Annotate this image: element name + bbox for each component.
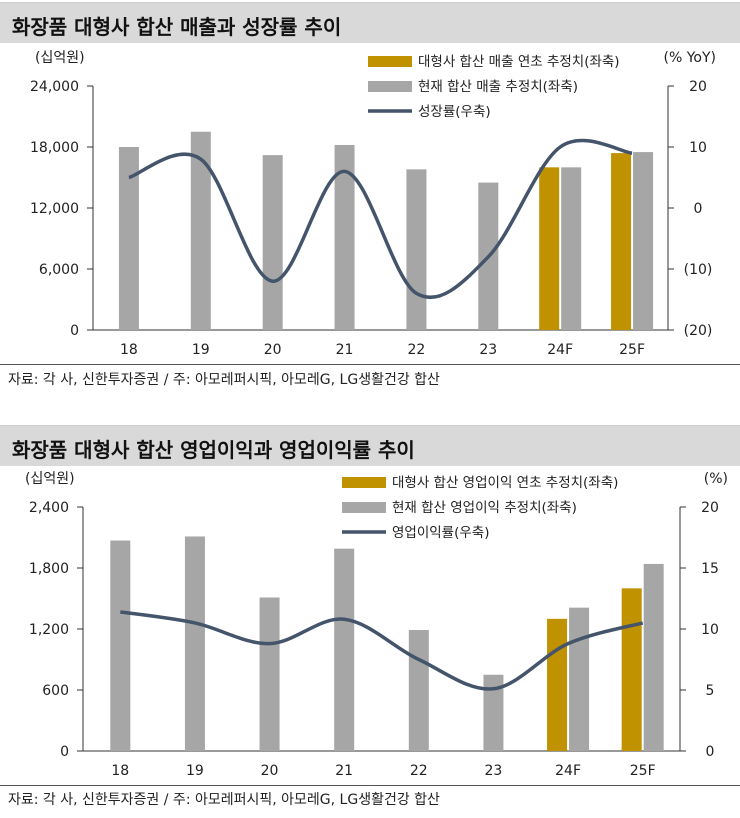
chart-1-bar-current bbox=[561, 167, 582, 330]
chart-2-legend-label-line: 영업이익률(우축) bbox=[392, 525, 489, 541]
chart-1-source: 자료: 각 사, 신한투자증권 / 주: 아모레퍼시픽, 아모레G, LG생활건… bbox=[8, 372, 440, 388]
chart-1-bar-current bbox=[118, 147, 139, 330]
chart-1-title-bar: 화장품 대형사 합산 매출과 성장률 추이 bbox=[0, 2, 740, 43]
chart-2-left-unit: (십억원) bbox=[25, 471, 75, 487]
chart-2-right-unit: (%) bbox=[704, 471, 728, 487]
chart-1-category-label: 20 bbox=[264, 342, 282, 358]
chart-2-source-divider bbox=[0, 785, 740, 786]
chart-2-bar-current bbox=[184, 536, 205, 751]
chart-1-line-series bbox=[128, 138, 633, 300]
chart-2-category-label: 18 bbox=[111, 763, 129, 779]
chart-1-legend-swatch-initial bbox=[368, 56, 412, 67]
chart-1-category-label: 25F bbox=[619, 342, 645, 358]
chart-2-bar-current bbox=[643, 563, 664, 751]
chart-1-left-unit: (십억원) bbox=[35, 50, 85, 66]
chart-2-left-tick-label: 0 bbox=[60, 744, 69, 760]
chart-2-bar-current bbox=[408, 630, 429, 751]
chart-2-bar-initial bbox=[621, 588, 642, 751]
chart-1-left-tick-label: 18,000 bbox=[30, 140, 79, 156]
chart-2-right-tick-label: 10 bbox=[701, 622, 719, 638]
chart-2-bar-current bbox=[483, 674, 504, 751]
chart-2-category-label: 22 bbox=[410, 763, 428, 779]
chart-2-bar-current bbox=[334, 548, 355, 751]
chart-1-title: 화장품 대형사 합산 매출과 성장률 추이 bbox=[12, 15, 342, 39]
chart-1-source-divider bbox=[0, 364, 740, 365]
chart-1-category-label: 22 bbox=[408, 342, 426, 358]
chart-1-category-label: 24F bbox=[547, 342, 573, 358]
chart-2-left-tick-label: 1,200 bbox=[29, 622, 69, 638]
chart-1-bar-current bbox=[262, 155, 283, 330]
chart-2-category-label: 19 bbox=[186, 763, 204, 779]
chart-2-bar-current bbox=[569, 607, 590, 751]
chart-1-category-label: 23 bbox=[479, 342, 497, 358]
chart-2-category-label: 23 bbox=[485, 763, 503, 779]
chart-2-legend-label-initial: 대형사 합산 영업이익 연초 추정치(좌축) bbox=[392, 475, 618, 491]
chart-1-right-tick-label: 10 bbox=[689, 140, 707, 156]
chart-1-right-tick-label: 0 bbox=[694, 201, 703, 217]
chart-1-legend-label-initial: 대형사 합산 매출 연초 추정치(좌축) bbox=[418, 54, 620, 70]
chart-2-title: 화장품 대형사 합산 영업이익과 영업이익률 추이 bbox=[12, 438, 415, 462]
chart-1-bar-initial bbox=[611, 153, 632, 330]
chart-1-bar-initial bbox=[539, 167, 560, 330]
chart-2-legend-swatch-initial bbox=[342, 477, 386, 488]
chart-2-title-bar: 화장품 대형사 합산 영업이익과 영업이익률 추이 bbox=[0, 425, 740, 466]
chart-2-left-tick-label: 2,400 bbox=[29, 500, 69, 516]
chart-2-source: 자료: 각 사, 신한투자증권 / 주: 아모레퍼시픽, 아모레G, LG생활건… bbox=[8, 792, 440, 808]
chart-1-bar-current bbox=[633, 152, 654, 330]
chart-2-category-label: 21 bbox=[335, 763, 353, 779]
chart-1-left-tick-label: 6,000 bbox=[39, 262, 79, 278]
chart-1-bar-current bbox=[406, 169, 427, 330]
chart-2-right-tick-label: 20 bbox=[701, 500, 719, 516]
chart-1-legend-label-current: 현재 합산 매출 추정치(좌축) bbox=[418, 79, 578, 95]
chart-1-category-label: 18 bbox=[120, 342, 138, 358]
chart-1-category-label: 19 bbox=[192, 342, 210, 358]
chart-2-right-tick-label: 15 bbox=[701, 561, 719, 577]
chart-2-category-label: 20 bbox=[261, 763, 279, 779]
chart-1-right-tick-label: 20 bbox=[689, 79, 707, 95]
chart-1-right-tick-label: (20) bbox=[684, 323, 713, 339]
chart-2-right-tick-label: 0 bbox=[706, 744, 715, 760]
chart-1-left-tick-label: 12,000 bbox=[30, 201, 79, 217]
chart-2-left-tick-label: 600 bbox=[42, 683, 69, 699]
chart-2-category-label: 24F bbox=[555, 763, 581, 779]
chart-2-left-tick-label: 1,800 bbox=[29, 561, 69, 577]
chart-2-category-label: 25F bbox=[630, 763, 656, 779]
chart-2-legend-label-current: 현재 합산 영업이익 추정치(좌축) bbox=[392, 500, 577, 516]
chart-1-left-tick-label: 0 bbox=[70, 323, 79, 339]
chart-1-plot: (십억원) (% YoY) 24,000 20 18,000 10 12,000 0 6,000… bbox=[30, 50, 717, 358]
chart-1-legend-swatch-current bbox=[368, 81, 412, 92]
chart-2-plot: (십억원) (%) 2,400 20 1,800 15 1,200 10 600 5 0 0 18 19 2… bbox=[25, 471, 728, 779]
chart-2-bar-current bbox=[259, 597, 280, 751]
chart-2-bar-current bbox=[110, 540, 131, 751]
chart-1-right-tick-label: (10) bbox=[684, 262, 713, 278]
chart-1-right-unit: (% YoY) bbox=[664, 50, 717, 66]
chart-2-right-tick-label: 5 bbox=[706, 683, 715, 699]
chart-1-category-label: 21 bbox=[336, 342, 354, 358]
chart-2-bar-initial bbox=[547, 618, 568, 751]
chart-1-bar-current bbox=[190, 131, 211, 330]
chart-2-legend-swatch-current bbox=[342, 502, 386, 513]
chart-2-line-series bbox=[120, 610, 644, 691]
chart-1-bar-current bbox=[334, 144, 355, 330]
chart-1-legend-label-line: 성장률(우축) bbox=[418, 104, 491, 120]
chart-1-left-tick-label: 24,000 bbox=[30, 79, 79, 95]
